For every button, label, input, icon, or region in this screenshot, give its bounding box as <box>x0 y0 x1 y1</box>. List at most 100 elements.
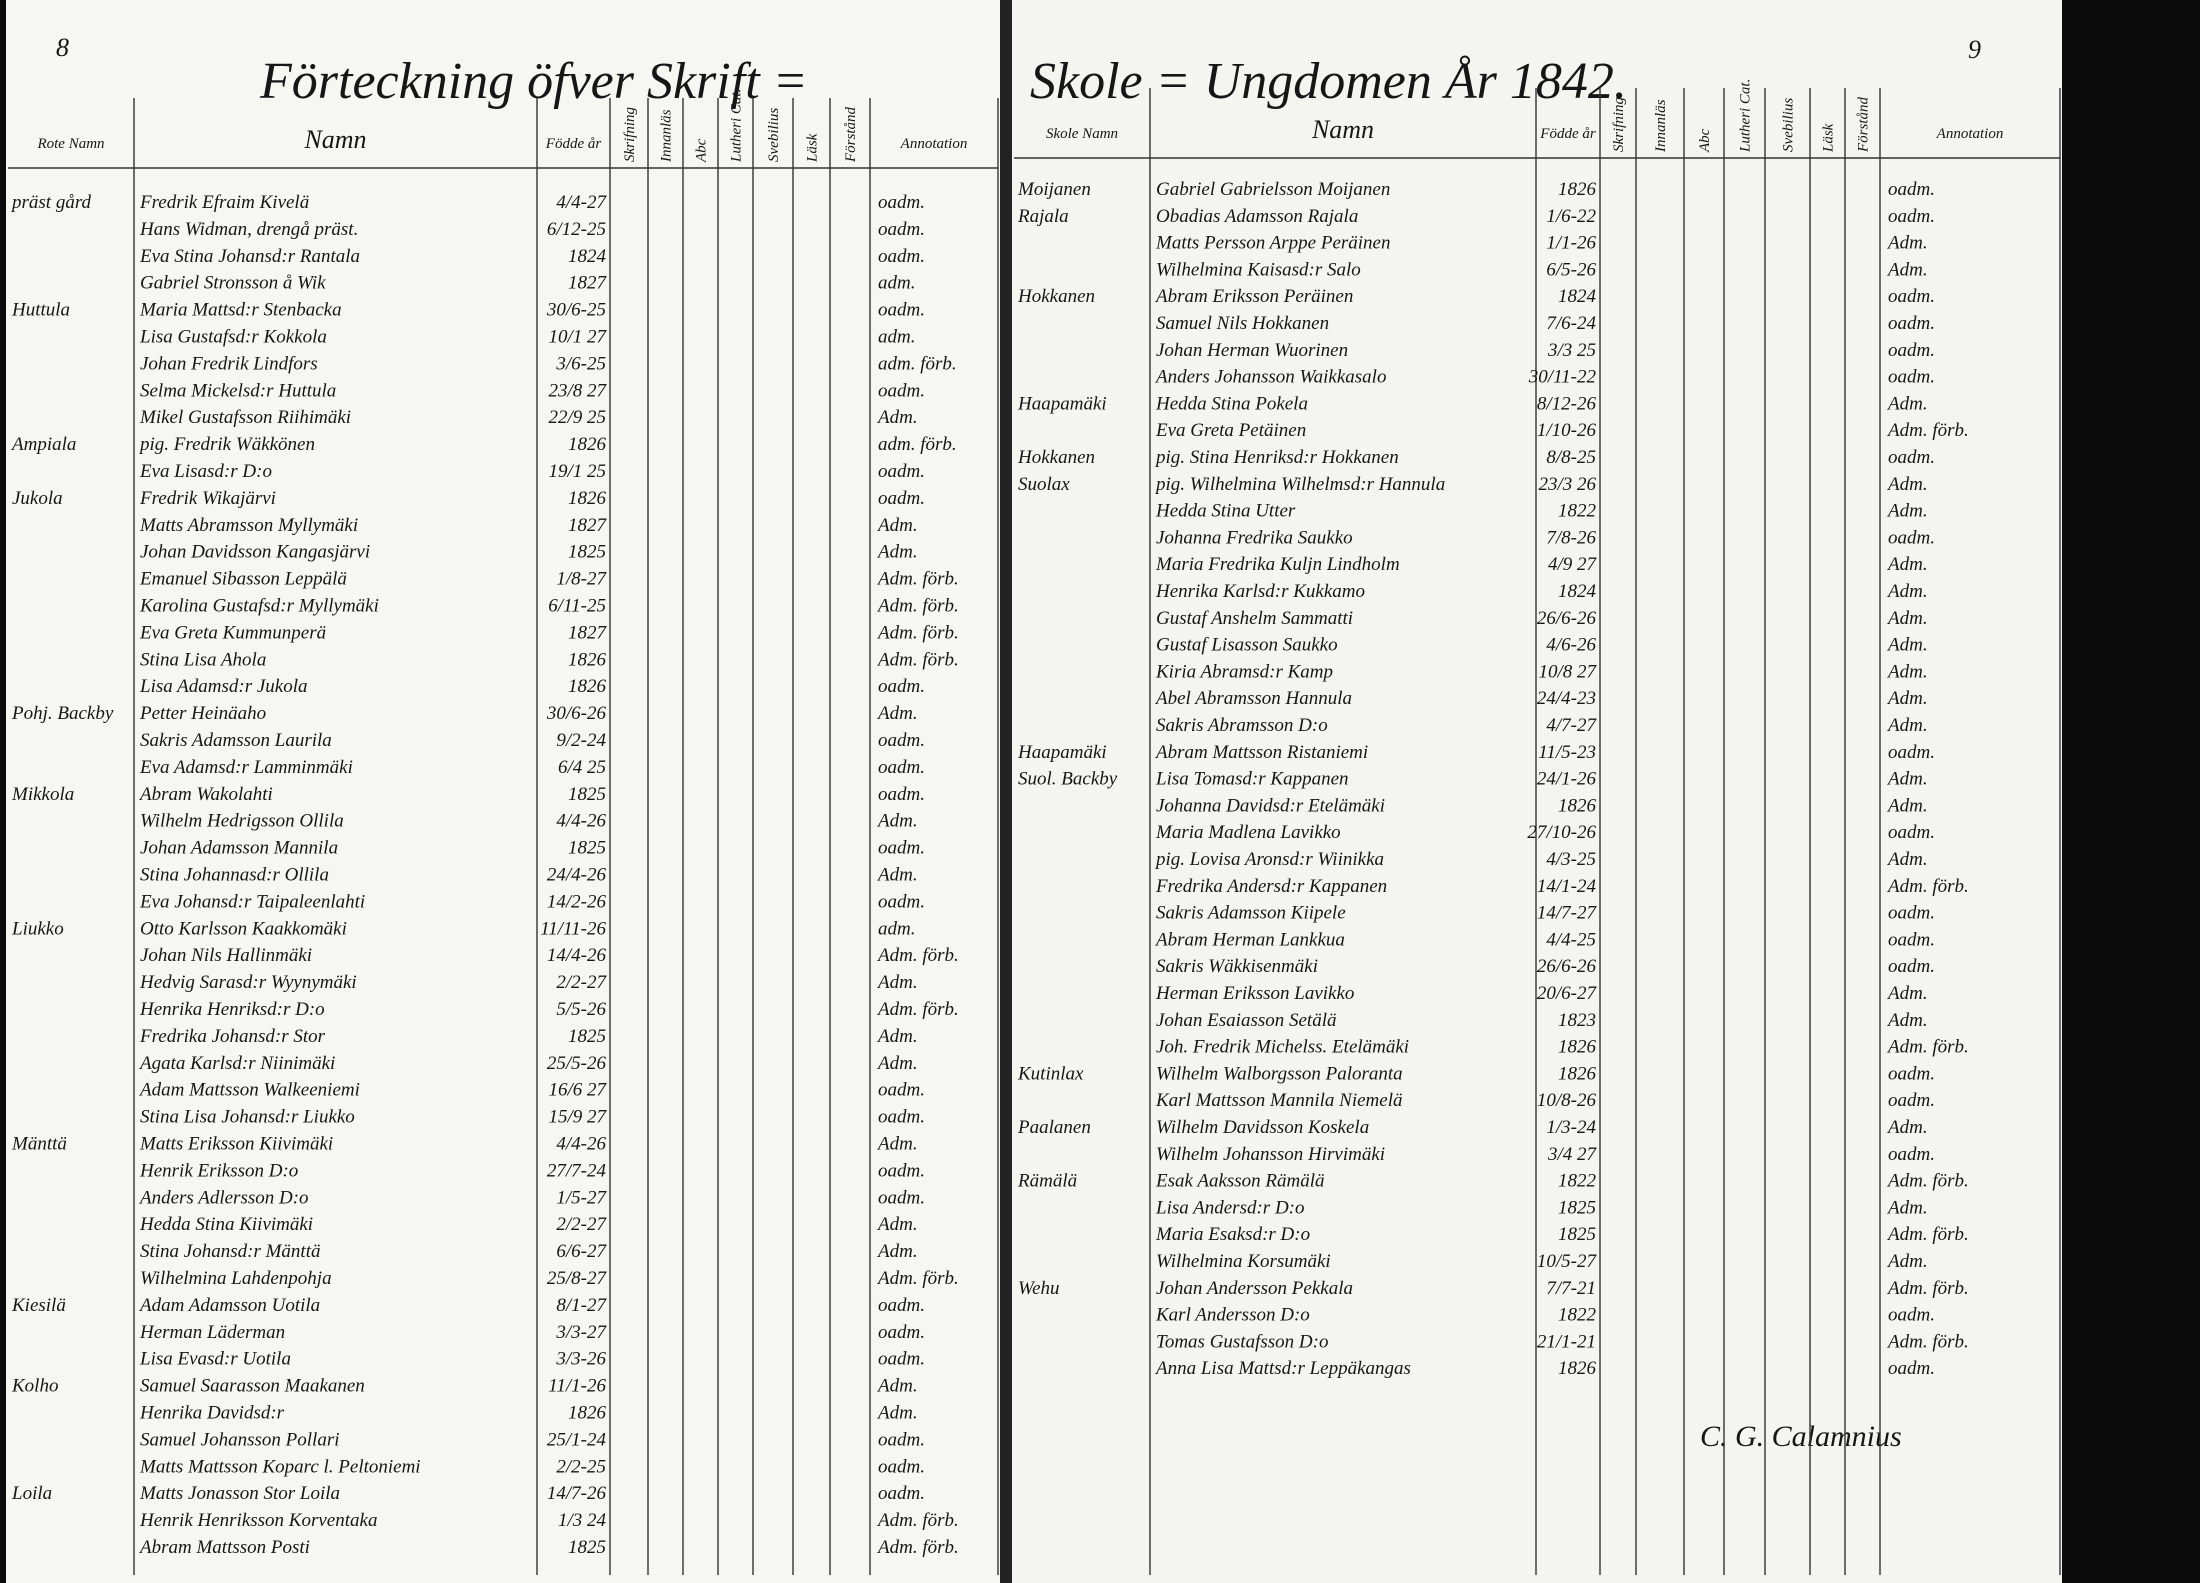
birth-year: 1826 <box>1558 179 1597 200</box>
column-header: Annotation <box>900 136 968 152</box>
page-number: 9 <box>1968 35 1981 64</box>
person-name: Wilhelmina Korsumäki <box>1156 1251 1331 1272</box>
birth-year: 6/12-25 <box>547 219 606 240</box>
birth-year: 1826 <box>568 434 607 455</box>
status: oadm. <box>878 1429 925 1450</box>
rote-name: Kutinlax <box>1017 1063 1084 1084</box>
column-header: Födde år <box>545 136 602 152</box>
status: Adm. <box>1886 1010 1928 1031</box>
status: Adm. <box>1886 849 1928 870</box>
birth-year: 1825 <box>568 838 606 859</box>
status: oadm. <box>878 219 925 240</box>
rote-name: Suolax <box>1018 474 1070 495</box>
birth-year: 27/7-24 <box>547 1160 607 1181</box>
column-header: Svebilius <box>766 108 782 162</box>
person-name: Matts Jonasson Stor Loila <box>139 1483 340 1504</box>
person-name: Stina Lisa Ahola <box>140 649 266 670</box>
person-name: Selma Mickelsd:r Huttula <box>140 380 336 401</box>
status: Adm. förb. <box>876 649 959 670</box>
rote-name: Liukko <box>11 918 64 939</box>
column-header: Innanläs <box>659 109 675 163</box>
birth-year: 4/4-27 <box>556 192 607 213</box>
status: oadm. <box>1888 1090 1935 1111</box>
person-name: Anders Johansson Waikkasalo <box>1154 367 1386 388</box>
status: Adm. förb. <box>876 1537 959 1558</box>
signature: C. G. Calamnius <box>1700 1420 1902 1453</box>
person-name: Petter Heinäaho <box>139 703 266 724</box>
birth-year: 5/5-26 <box>556 999 606 1020</box>
rote-name: Moijanen <box>1017 179 1091 200</box>
person-name: Sakris Abramsson D:o <box>1156 715 1328 736</box>
status: oadm. <box>878 1295 925 1316</box>
rote-name: präst gård <box>10 192 92 213</box>
person-name: Gabriel Stronsson å Wik <box>140 273 326 294</box>
status: Adm. <box>876 972 918 993</box>
birth-year: 1826 <box>568 676 607 697</box>
status: Adm. <box>876 1053 918 1074</box>
birth-year: 14/1-24 <box>1537 876 1597 897</box>
birth-year: 26/6-26 <box>1537 956 1597 977</box>
title: Förteckning öfver Skrift = <box>259 53 808 110</box>
person-name: Henrik Eriksson D:o <box>139 1160 298 1181</box>
birth-year: 1824 <box>1558 286 1597 307</box>
status: oadm. <box>1888 367 1935 388</box>
status: Adm. förb. <box>1886 1278 1969 1299</box>
person-name: Gustaf Lisasson Saukko <box>1156 635 1338 656</box>
page-number: 8 <box>56 33 69 62</box>
birth-year: 3/3 25 <box>1547 340 1596 361</box>
status: oadm. <box>878 1160 925 1181</box>
birth-year: 2/2-27 <box>556 972 607 993</box>
rote-name: Rajala <box>1017 206 1069 227</box>
rote-name: Huttula <box>11 300 70 321</box>
status: oadm. <box>1888 286 1935 307</box>
person-name: Karolina Gustafsd:r Myllymäki <box>139 596 379 617</box>
status: oadm. <box>1888 956 1935 977</box>
rote-name: Suol. Backby <box>1018 769 1118 790</box>
status: Adm. förb. <box>1886 876 1969 897</box>
status: oadm. <box>1888 340 1935 361</box>
person-name: Herman Läderman <box>139 1322 285 1343</box>
status: adm. <box>878 918 915 939</box>
rote-name: Mänttä <box>11 1134 67 1155</box>
person-name: Eva Adamsd:r Lamminmäki <box>139 757 353 778</box>
column-header: Läsk <box>1821 123 1837 153</box>
status: Adm. <box>876 1241 918 1262</box>
gutter <box>1000 0 1012 1583</box>
person-name: Tomas Gustafsson D:o <box>1156 1331 1328 1352</box>
person-name: Stina Lisa Johansd:r Liukko <box>140 1107 355 1128</box>
right-table: Skole Namn Namn Födde år Skrifning Innanläs A… <box>1014 79 2061 1575</box>
status: Adm. <box>1886 554 1928 575</box>
birth-year: 10/8 27 <box>1538 661 1597 682</box>
birth-year: 8/8-25 <box>1546 447 1596 468</box>
person-name: Eva Lisasd:r D:o <box>139 461 272 482</box>
rote-name: Paalanen <box>1017 1117 1091 1138</box>
birth-year: 1825 <box>568 1537 606 1558</box>
person-name: Matts Persson Arppe Peräinen <box>1155 233 1391 254</box>
column-header: Skole Namn <box>1046 126 1118 142</box>
status: oadm. <box>878 192 925 213</box>
status: Adm. förb. <box>1886 1331 1969 1352</box>
rote-name: Rämälä <box>1017 1171 1077 1192</box>
person-name: Karl Mattsson Mannila Niemelä <box>1155 1090 1402 1111</box>
person-name: Abel Abramsson Hannula <box>1154 688 1352 709</box>
rote-name: Ampiala <box>10 434 76 455</box>
birth-year: 21/1-21 <box>1537 1331 1596 1352</box>
status: oadm. <box>878 784 925 805</box>
person-name: Samuel Nils Hokkanen <box>1156 313 1329 334</box>
birth-year: 30/6-26 <box>546 703 607 724</box>
rote-name: Wehu <box>1018 1278 1060 1299</box>
person-name: Henrika Davidsd:r <box>139 1403 285 1424</box>
person-name: Abram Mattsson Ristaniemi <box>1154 742 1368 763</box>
column-header: Lutheri Cat. <box>729 89 745 163</box>
person-name: Stina Johannasd:r Ollila <box>140 865 329 886</box>
person-name: Fredrik Efraim Kivelä <box>139 192 309 213</box>
person-name: Adam Mattsson Walkeeniemi <box>138 1080 360 1101</box>
birth-year: 1/3-24 <box>1546 1117 1596 1138</box>
birth-year: 1826 <box>568 488 607 509</box>
status: adm. <box>878 327 915 348</box>
status: Adm. <box>1886 795 1928 816</box>
status: oadm. <box>1888 447 1935 468</box>
status: oadm. <box>1888 929 1935 950</box>
